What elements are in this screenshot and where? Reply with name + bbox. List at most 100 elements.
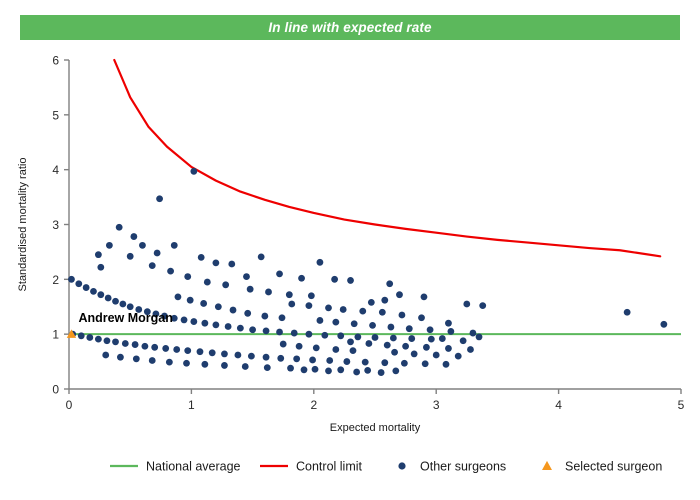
surgeon-point — [396, 291, 403, 299]
surgeon-point — [339, 306, 347, 313]
surgeon-point — [249, 326, 256, 334]
surgeon-point — [201, 360, 209, 368]
surgeon-point — [361, 358, 369, 366]
surgeon-point — [365, 340, 373, 347]
surgeon-point — [392, 367, 400, 375]
surgeon-point — [463, 300, 471, 308]
surgeon-point — [288, 300, 296, 308]
y-tick-label: 1 — [52, 328, 59, 342]
surgeon-point — [97, 291, 105, 299]
surgeon-point — [121, 340, 129, 347]
x-tick-label: 1 — [188, 398, 195, 412]
legend-item-3[interactable]: Selected surgeon — [542, 460, 662, 474]
surgeon-point — [222, 281, 230, 289]
surgeon-point — [214, 303, 222, 311]
surgeon-point — [126, 252, 134, 260]
surgeon-point — [241, 363, 249, 370]
surgeon-point — [170, 241, 178, 249]
surgeon-point — [162, 345, 170, 352]
surgeon-point — [153, 249, 161, 257]
surgeon-point — [378, 308, 386, 316]
surgeon-point — [203, 278, 211, 286]
legend-item-2[interactable]: Other surgeons — [398, 460, 506, 474]
surgeon-point — [131, 341, 139, 348]
surgeon-point — [469, 329, 477, 337]
surgeon-point — [246, 285, 254, 293]
x-tick-label: 3 — [433, 398, 440, 412]
surgeon-point — [102, 351, 110, 359]
surgeon-point — [186, 296, 194, 304]
selected-surgeon-marker[interactable] — [66, 329, 77, 338]
surgeon-point — [381, 296, 389, 304]
surgeon-point — [347, 277, 354, 284]
other-surgeons-points — [68, 167, 668, 376]
surgeon-point — [337, 332, 345, 340]
surgeon-point — [77, 332, 85, 340]
surgeon-point — [454, 352, 462, 360]
surgeon-point — [151, 343, 159, 351]
surgeon-point — [135, 306, 143, 313]
surgeon-point — [445, 319, 452, 327]
surgeon-point — [311, 365, 319, 373]
surgeon-point — [117, 353, 124, 361]
surgeon-point — [115, 223, 123, 231]
y-tick-label: 2 — [52, 273, 59, 287]
surgeon-point — [316, 317, 324, 324]
surgeon-point — [359, 307, 367, 315]
surgeon-point — [367, 298, 375, 306]
surgeon-point — [371, 334, 379, 341]
surgeon-point — [200, 300, 208, 307]
surgeon-point — [347, 338, 354, 346]
legend-item-1[interactable]: Control limit — [260, 460, 363, 474]
surgeon-point — [369, 321, 376, 329]
surgeon-point — [165, 358, 173, 366]
legend-label: National average — [146, 460, 241, 474]
y-tick-label: 4 — [52, 163, 59, 177]
surgeon-point — [350, 320, 358, 328]
surgeon-point — [287, 364, 294, 372]
surgeon-point — [148, 357, 156, 364]
surgeon-point — [421, 360, 429, 368]
surgeon-point — [364, 366, 372, 374]
surgeon-point — [257, 253, 265, 261]
surgeon-point — [410, 350, 418, 358]
surgeon-point — [97, 263, 105, 271]
legend-item-0[interactable]: National average — [110, 460, 241, 474]
surgeon-point — [349, 347, 357, 355]
surgeon-point — [126, 303, 134, 311]
surgeon-point — [479, 302, 487, 310]
surgeon-point — [224, 323, 232, 330]
surgeon-point — [408, 335, 416, 342]
surgeon-point — [143, 308, 151, 316]
surgeon-point — [139, 241, 146, 249]
surgeon-point — [68, 275, 75, 283]
surgeon-point — [148, 262, 156, 270]
surgeon-point — [276, 270, 283, 278]
surgeon-point — [180, 316, 188, 324]
surgeon-point — [244, 309, 252, 317]
surgeon-point — [391, 348, 398, 356]
x-tick-label: 5 — [678, 398, 685, 412]
y-axis-title: Standardised mortality ratio — [17, 158, 29, 292]
surgeon-point — [221, 362, 228, 369]
surgeon-point — [442, 360, 450, 368]
selected-surgeon-label: Andrew Morgan — [78, 311, 172, 325]
legend-label: Other surgeons — [420, 460, 506, 474]
surgeon-point — [389, 334, 397, 342]
surgeon-point — [353, 368, 361, 376]
surgeon-point — [447, 328, 455, 335]
y-tick-label: 6 — [52, 54, 59, 68]
surgeon-point — [307, 292, 315, 300]
surgeon-point — [277, 354, 285, 362]
surgeon-point — [130, 233, 138, 240]
surgeon-point — [132, 355, 140, 363]
surgeon-point — [290, 329, 298, 337]
surgeon-point — [326, 357, 334, 364]
x-tick-label: 4 — [555, 398, 562, 412]
surgeon-point — [383, 341, 391, 349]
surgeon-point — [261, 312, 269, 320]
surgeon-point — [262, 327, 270, 335]
surgeon-point — [141, 342, 149, 350]
surgeon-point — [156, 195, 163, 203]
surgeon-point — [173, 346, 181, 353]
